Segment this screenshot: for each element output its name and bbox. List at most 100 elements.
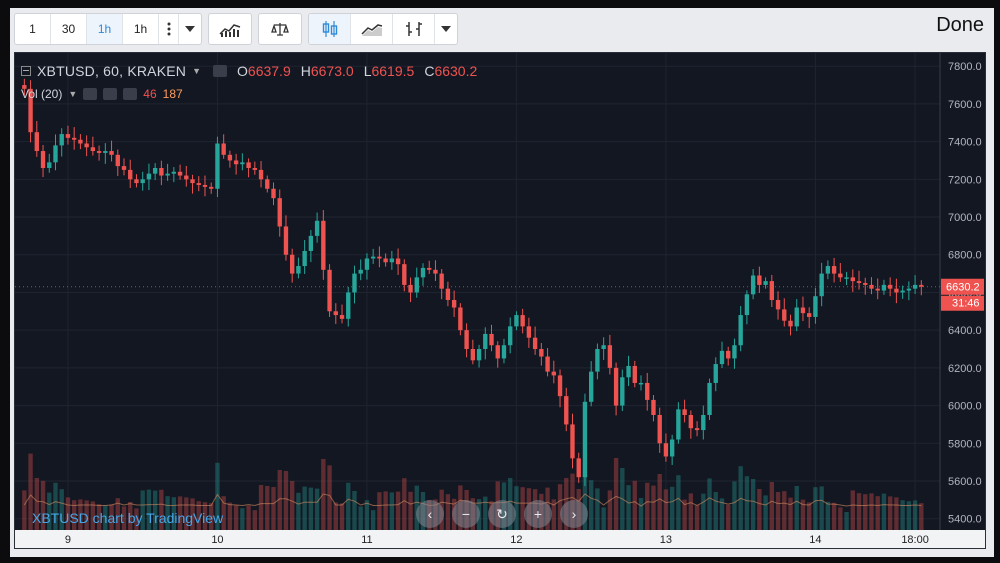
time-tick-label: 12 <box>510 534 522 546</box>
interval-1h-button[interactable]: 1h <box>87 14 123 44</box>
volume-bar <box>800 499 806 530</box>
tradingview-watermark[interactable]: XBTUSD chart by TradingView <box>32 510 224 526</box>
candle-body <box>339 315 345 319</box>
candle-body <box>738 315 743 346</box>
candlestick-chart[interactable]: 7800.07600.07400.07200.07000.06800.06600… <box>15 53 985 548</box>
interval-1h-alt-button[interactable]: 1h <box>123 14 159 44</box>
volume-bar <box>140 490 145 530</box>
candle-body <box>47 162 52 169</box>
volume-label[interactable]: Vol (20) <box>21 87 63 101</box>
candle-body <box>744 294 750 316</box>
chevron-right-icon: › <box>571 506 577 522</box>
candle-body <box>152 168 158 174</box>
device-bezel <box>994 0 1000 563</box>
candle-body <box>221 143 226 155</box>
volume-bar <box>177 496 183 530</box>
volume-bar <box>408 491 413 530</box>
indicators-group <box>208 13 252 45</box>
more-intervals-button[interactable] <box>159 14 179 44</box>
symbol-label[interactable]: XBTUSD, 60, KRAKEN <box>37 63 187 79</box>
candle-body <box>140 179 145 184</box>
compare-button[interactable] <box>259 14 301 44</box>
candle-body <box>252 168 257 170</box>
volume-bar <box>402 478 407 530</box>
interval-1-button[interactable]: 1 <box>15 14 51 44</box>
countdown-tag <box>941 295 984 311</box>
candle-body <box>451 299 457 308</box>
close-icon[interactable] <box>123 88 138 100</box>
volume-bar <box>445 494 451 530</box>
ohlc-close: C6630.2 <box>424 63 478 79</box>
candle-body <box>321 220 326 270</box>
eye-icon[interactable] <box>83 88 98 100</box>
indicators-button[interactable] <box>209 14 251 44</box>
volume-bar <box>389 492 395 530</box>
candle-body <box>128 169 133 180</box>
reset-chart-button[interactable]: ↻ <box>488 500 516 528</box>
chevron-down-icon[interactable]: ▼ <box>68 89 78 99</box>
chevron-down-icon <box>441 26 451 32</box>
volume-bar <box>713 492 718 530</box>
candle-body <box>59 134 64 146</box>
volume-bar <box>626 485 631 530</box>
chart-area[interactable]: 7800.07600.07400.07200.07000.06800.06600… <box>14 52 986 549</box>
area-type-button[interactable] <box>351 14 393 44</box>
refresh-icon: ↻ <box>496 505 508 522</box>
scroll-left-button[interactable]: ‹ <box>416 500 444 528</box>
zoom-in-button[interactable]: + <box>524 500 552 528</box>
chevron-down-icon <box>185 26 195 32</box>
chart-type-dropdown-button[interactable] <box>435 14 457 44</box>
eye-icon[interactable] <box>213 65 228 77</box>
candle-body <box>856 281 862 284</box>
settings-icon[interactable] <box>103 88 118 100</box>
volume-bar <box>663 489 669 530</box>
volume-bar <box>339 503 345 530</box>
compare-group <box>258 13 302 45</box>
candles-type-button[interactable] <box>309 14 351 44</box>
volume-bar <box>651 485 656 530</box>
candle-body <box>265 179 270 189</box>
chart-toolbar: 1 30 1h 1h <box>14 13 458 45</box>
candle-body <box>314 220 320 236</box>
candle-body <box>53 145 58 163</box>
candle-body <box>539 349 544 357</box>
volume-bar <box>221 496 226 530</box>
last-price-tag <box>941 278 984 295</box>
volume-bar <box>694 505 700 530</box>
candle-body <box>302 250 307 267</box>
scroll-right-button[interactable]: › <box>560 500 588 528</box>
volume-bar <box>240 508 245 530</box>
volume-bar <box>676 475 681 530</box>
volume-bar <box>838 507 843 530</box>
collapse-legend-icon[interactable] <box>21 66 31 76</box>
candle-body <box>115 154 120 167</box>
axis-corner <box>940 530 985 548</box>
price-tick-label: 7800.0 <box>948 61 982 73</box>
candle-body <box>246 162 251 169</box>
interval-30-button[interactable]: 30 <box>51 14 87 44</box>
last-price-label: 6630.2 <box>946 282 980 294</box>
candle-body <box>881 284 887 291</box>
volume-bar <box>146 489 152 530</box>
done-button[interactable]: Done <box>936 14 984 36</box>
candle-body <box>290 254 295 274</box>
candle-body <box>607 345 613 368</box>
candle-body <box>676 409 681 440</box>
volume-bar <box>96 504 102 530</box>
interval-dropdown-button[interactable] <box>179 14 201 44</box>
price-tick-label: 6000.0 <box>948 401 982 413</box>
candle-body <box>551 371 556 376</box>
volume-bar <box>246 505 251 530</box>
volume-bar <box>782 491 787 530</box>
ohlc-bars-icon <box>405 22 422 36</box>
candle-body <box>395 258 401 265</box>
chevron-down-icon[interactable]: ▼ <box>192 66 202 76</box>
chart-type-group <box>308 13 458 45</box>
candle-body <box>271 188 276 199</box>
zoom-out-button[interactable]: − <box>452 500 480 528</box>
volume-bar <box>632 480 637 530</box>
candle-body <box>613 367 619 406</box>
candle-body <box>65 134 71 138</box>
price-tick-label: 7400.0 <box>948 137 982 149</box>
bars-type-button[interactable] <box>393 14 435 44</box>
